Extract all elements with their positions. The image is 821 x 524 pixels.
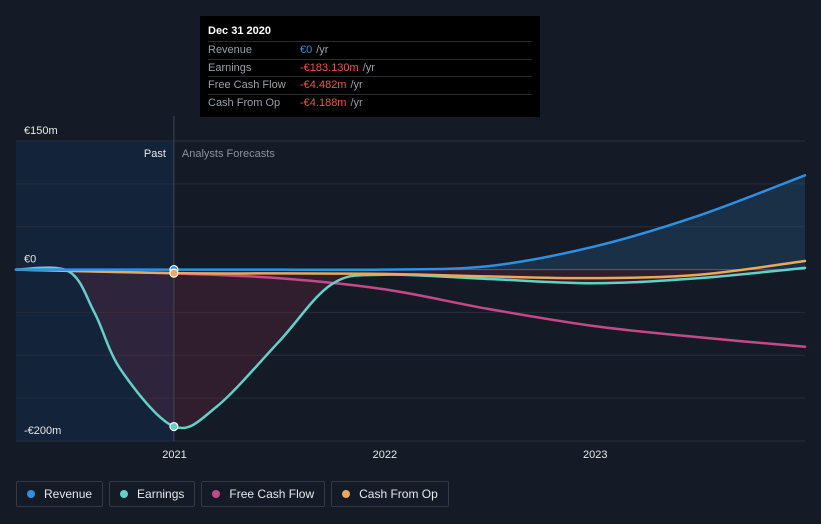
past-region bbox=[16, 141, 174, 441]
forecast-label: Analysts Forecasts bbox=[182, 148, 275, 160]
tooltip-row-free-cash-flow: Free Cash Flow -€4.482m /yr bbox=[208, 76, 532, 94]
marker-earnings bbox=[169, 421, 179, 432]
tooltip-unit: /yr bbox=[350, 96, 363, 109]
legend: Revenue Earnings Free Cash Flow Cash Fro… bbox=[16, 481, 449, 507]
legend-dot-icon bbox=[212, 490, 221, 498]
tooltip-row-revenue: Revenue €0 /yr bbox=[208, 41, 532, 59]
tooltip-date: Dec 31 2020 bbox=[208, 25, 271, 37]
y-tick-label: €150m bbox=[24, 125, 58, 137]
tooltip-value: €0 bbox=[300, 44, 313, 56]
x-tick-label: 2021 bbox=[162, 449, 186, 461]
tooltip-label: Cash From Op bbox=[208, 96, 281, 109]
x-tick-label: 2023 bbox=[583, 449, 607, 461]
y-tick-label: -€200m bbox=[24, 425, 61, 437]
tooltip-unit: /yr bbox=[362, 61, 375, 74]
y-tick-label: €0 bbox=[24, 254, 36, 266]
tooltip: Dec 31 2020 Revenue €0 /yr Earnings -€18… bbox=[200, 16, 540, 117]
legend-label: Cash From Op bbox=[359, 487, 438, 501]
legend-label: Revenue bbox=[44, 487, 93, 501]
tooltip-value: -€183.130m bbox=[300, 61, 359, 74]
past-label: Past bbox=[144, 148, 166, 160]
legend-dot-icon bbox=[27, 490, 35, 498]
tooltip-unit: /yr bbox=[316, 44, 329, 56]
tooltip-row-earnings: Earnings -€183.130m /yr bbox=[208, 58, 532, 77]
area-earnings bbox=[16, 267, 805, 429]
tooltip-value: -€4.482m bbox=[300, 79, 347, 91]
legend-item-revenue[interactable]: Revenue bbox=[16, 481, 104, 507]
legend-dot-icon bbox=[342, 490, 351, 498]
line-earnings bbox=[14, 266, 807, 430]
tooltip-value: -€4.188m bbox=[300, 96, 347, 109]
area-revenue bbox=[16, 175, 805, 270]
legend-item-earnings[interactable]: Earnings bbox=[109, 481, 196, 507]
tooltip-label: Free Cash Flow bbox=[208, 79, 286, 91]
legend-dot-icon bbox=[120, 490, 129, 498]
marker-cash-from-op bbox=[169, 268, 179, 278]
tooltip-row-cash-from-op: Cash From Op -€4.188m /yr bbox=[208, 93, 532, 112]
legend-item-cash-from-op[interactable]: Cash From Op bbox=[331, 481, 449, 507]
tooltip-label: Revenue bbox=[208, 44, 253, 56]
x-tick-label: 2022 bbox=[373, 449, 397, 461]
legend-item-free-cash-flow[interactable]: Free Cash Flow bbox=[201, 481, 326, 507]
legend-label: Earnings bbox=[137, 487, 185, 501]
tooltip-unit: /yr bbox=[350, 79, 363, 91]
tooltip-label: Earnings bbox=[208, 61, 252, 74]
legend-label: Free Cash Flow bbox=[229, 487, 315, 501]
